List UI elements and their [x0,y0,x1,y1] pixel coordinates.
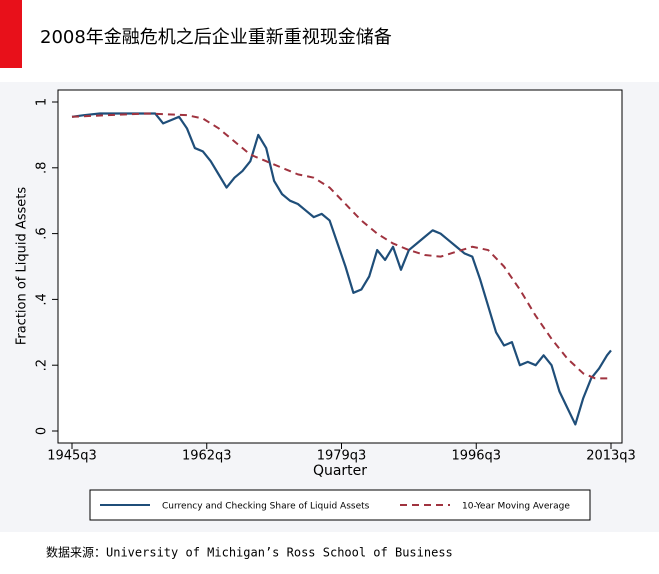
y-tick-label: 0 [35,427,50,435]
legend-label: Currency and Checking Share of Liquid As… [162,502,370,512]
x-tick-label: 1945q3 [47,449,97,464]
chart-title: 2008年金融危机之后企业重新重视现金储备 [40,27,392,48]
x-tick-label: 2013q3 [586,449,636,464]
x-tick-label: 1962q3 [182,449,232,464]
series-line [71,112,612,426]
legend [89,489,591,521]
plot-area [57,89,623,444]
y-axis-label: Fraction of Liquid Assets [15,187,30,346]
x-tick-label: 1979q3 [317,449,367,464]
series-line [71,112,611,380]
y-tick-label: .2 [35,359,50,371]
x-axis-label: Quarter [313,463,367,479]
y-tick-label: .4 [35,293,50,305]
source-note: 数据来源：University of Michigan’s Ross Schoo… [46,545,453,560]
y-tick-label: 1 [35,98,50,106]
legend-label: 10-Year Moving Average [462,502,570,512]
y-tick-label: .8 [35,162,50,174]
x-tick-label: 1996q3 [451,449,501,464]
y-tick-label: .6 [35,227,50,239]
accent-bar [0,0,22,68]
